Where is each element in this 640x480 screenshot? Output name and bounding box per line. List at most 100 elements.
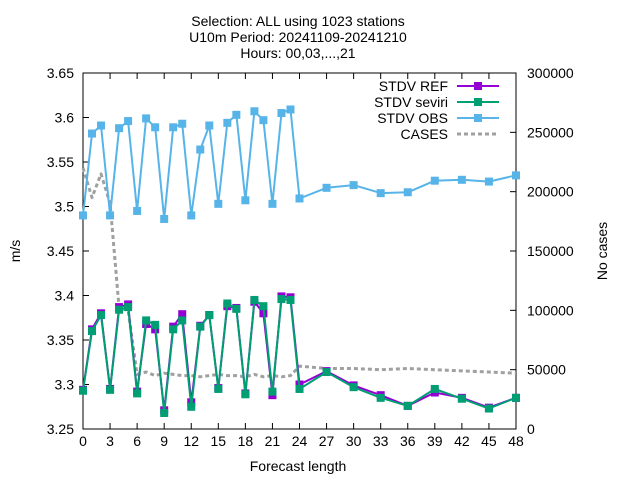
series-line-stdv-ref [82, 295, 517, 412]
y-tick-label: 3.45 [47, 243, 74, 259]
data-point-stdv-seviri [268, 387, 277, 396]
y2-tick-label: 300000 [527, 65, 574, 81]
x-tick-label: 27 [319, 433, 335, 449]
y-tick-label: 3.55 [47, 154, 74, 170]
y2-tick-label: 250000 [527, 124, 574, 140]
data-point-stdv-seviri [115, 305, 124, 314]
legend-label-stdv-seviri: STDV seviri [374, 94, 448, 110]
data-point-stdv-obs [151, 123, 160, 132]
data-point-stdv-obs [250, 107, 259, 116]
data-point-stdv-seviri [160, 408, 169, 417]
y-tick-label: 3.4 [55, 288, 75, 304]
data-point-stdv-seviri [484, 404, 493, 413]
data-point-stdv-obs [205, 121, 214, 130]
y-tick-label: 3.65 [47, 65, 74, 81]
x-tick-label: 45 [481, 433, 497, 449]
x-tick-label: 6 [133, 433, 141, 449]
data-point-stdv-obs [214, 199, 223, 208]
data-point-stdv-obs [277, 109, 286, 118]
data-point-stdv-seviri [241, 390, 250, 399]
x-tick-label: 21 [265, 433, 281, 449]
legend-marker-stdv-obs [474, 114, 482, 122]
data-point-stdv-obs [232, 110, 241, 119]
plot-axes: 0 3 6 9 12 15 18 21 24 27 30 33 36 39 42 45 483.253.33.3… [47, 65, 574, 449]
data-point-stdv-obs [88, 129, 97, 138]
legend-label-stdv-obs: STDV OBS [377, 110, 448, 126]
x-tick-label: 3 [106, 433, 114, 449]
data-point-stdv-obs [457, 175, 466, 184]
data-point-stdv-obs [322, 183, 331, 192]
y-tick-label: 3.35 [47, 332, 74, 348]
data-point-stdv-seviri [457, 394, 466, 403]
chart-title-line-1: Selection: ALL using 1023 stations [191, 13, 405, 29]
y2-axis-label: No cases [594, 222, 610, 280]
data-point-stdv-seviri [322, 368, 331, 377]
chart-title: Selection: ALL using 1023 stations U10m … [189, 13, 407, 61]
x-tick-label: 48 [508, 433, 524, 449]
x-axis-label: Forecast length [250, 458, 347, 474]
data-point-stdv-seviri [376, 393, 385, 402]
data-point-stdv-seviri [349, 383, 358, 392]
data-point-stdv-seviri [196, 322, 205, 331]
data-point-stdv-obs [295, 194, 304, 203]
data-point-stdv-obs [142, 114, 151, 123]
data-point-stdv-obs [115, 124, 124, 133]
legend-marker-stdv-ref [474, 82, 482, 90]
data-point-stdv-obs [430, 176, 439, 185]
data-point-stdv-seviri [79, 386, 87, 395]
data-point-stdv-obs [268, 199, 277, 208]
data-point-stdv-obs [160, 214, 169, 223]
data-point-stdv-seviri [169, 325, 178, 334]
data-point-stdv-obs [196, 145, 205, 154]
x-tick-label: 0 [79, 433, 87, 449]
data-point-stdv-ref [178, 310, 187, 319]
data-point-stdv-obs [223, 118, 232, 127]
data-point-stdv-seviri [232, 304, 241, 313]
y-tick-label: 3.3 [55, 377, 75, 393]
y-tick-label: 3.25 [47, 421, 74, 437]
y2-tick-label: 50000 [527, 362, 566, 378]
y-axis-label: m/s [7, 240, 23, 263]
data-point-stdv-seviri [403, 401, 412, 410]
data-point-stdv-obs [169, 123, 178, 132]
x-tick-label: 42 [454, 433, 470, 449]
data-point-stdv-seviri [259, 302, 268, 311]
data-point-stdv-seviri [133, 389, 142, 398]
x-tick-label: 18 [238, 433, 254, 449]
data-point-stdv-seviri [512, 393, 520, 402]
chart-title-line-3: Hours: 00,03,...,21 [240, 45, 355, 61]
y2-tick-label: 150000 [527, 243, 574, 259]
y2-tick-label: 100000 [527, 302, 574, 318]
data-point-stdv-obs [512, 171, 520, 180]
x-tick-label: 15 [211, 433, 227, 449]
data-point-stdv-obs [403, 188, 412, 197]
data-point-stdv-obs [484, 177, 493, 186]
data-point-stdv-seviri [187, 402, 196, 411]
data-point-stdv-seviri [223, 299, 232, 308]
x-tick-label: 36 [400, 433, 416, 449]
y-tick-label: 3.6 [55, 110, 75, 126]
data-point-stdv-obs [259, 116, 268, 125]
series-line-cases [81, 167, 517, 379]
x-tick-label: 33 [373, 433, 389, 449]
data-point-stdv-obs [97, 121, 106, 130]
data-point-stdv-seviri [295, 384, 304, 393]
data-point-stdv-seviri [205, 311, 214, 320]
y2-tick-label: 200000 [527, 184, 574, 200]
data-point-stdv-obs [178, 119, 187, 128]
legend-label-cases: CASES [401, 126, 448, 142]
data-point-stdv-seviri [97, 311, 106, 320]
data-point-stdv-obs [349, 181, 358, 190]
data-point-stdv-obs [124, 117, 133, 126]
x-tick-label: 24 [292, 433, 308, 449]
legend-marker-stdv-seviri [474, 98, 482, 106]
data-point-stdv-seviri [124, 303, 133, 312]
series-line-stdv-obs [82, 108, 517, 220]
x-tick-label: 12 [183, 433, 199, 449]
data-point-stdv-seviri [250, 295, 259, 304]
data-point-stdv-seviri [178, 316, 187, 325]
data-point-stdv-seviri [142, 316, 151, 325]
plot-series [79, 105, 520, 417]
